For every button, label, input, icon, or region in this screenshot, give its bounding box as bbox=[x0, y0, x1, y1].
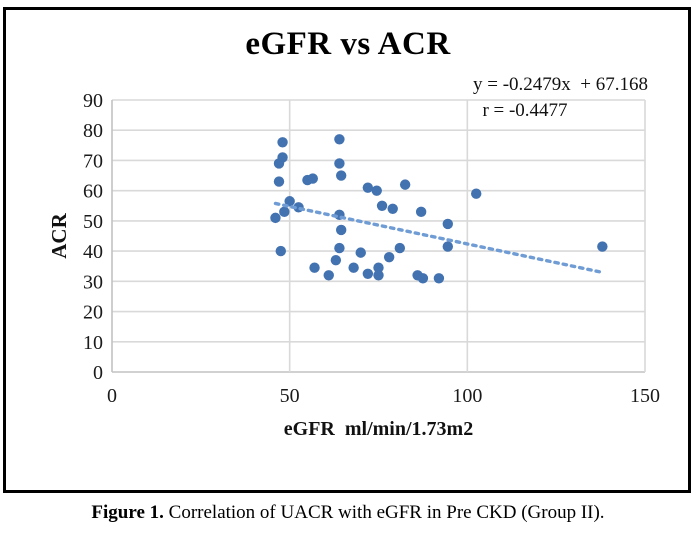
data-point bbox=[334, 158, 345, 169]
data-point bbox=[307, 173, 318, 184]
data-point bbox=[597, 241, 608, 252]
x-tick-label: 50 bbox=[280, 385, 300, 407]
y-axis-title: ACR bbox=[47, 213, 71, 259]
data-point bbox=[335, 170, 347, 181]
data-point bbox=[362, 268, 374, 279]
correlation-coefficient-label: r = -0.4477 bbox=[482, 100, 568, 121]
y-tick-label: 70 bbox=[83, 150, 103, 172]
y-tick-label: 90 bbox=[83, 90, 103, 112]
caption-text: Correlation of UACR with eGFR in Pre CKD… bbox=[163, 502, 605, 523]
data-point bbox=[348, 262, 359, 273]
data-point bbox=[417, 273, 429, 284]
trendline bbox=[273, 201, 606, 275]
data-point bbox=[394, 242, 406, 254]
data-point bbox=[323, 270, 334, 281]
data-point bbox=[387, 203, 398, 214]
y-tick-label: 10 bbox=[83, 332, 103, 354]
data-point bbox=[273, 158, 285, 169]
data-point bbox=[399, 179, 411, 190]
figure-caption: Figure 1. Correlation of UACR with eGFR … bbox=[0, 502, 696, 524]
data-point bbox=[362, 182, 374, 193]
data-point bbox=[415, 206, 427, 218]
data-point bbox=[334, 242, 345, 254]
figure-border bbox=[3, 7, 691, 493]
data-point bbox=[373, 270, 384, 281]
data-point bbox=[383, 251, 395, 263]
y-tick-label: 40 bbox=[83, 241, 103, 263]
caption-figure-number: Figure 1. bbox=[91, 502, 164, 523]
chart-title: eGFR vs ACR bbox=[245, 26, 451, 62]
y-tick-label: 50 bbox=[83, 211, 103, 233]
data-point bbox=[277, 137, 288, 148]
data-point bbox=[442, 241, 453, 252]
data-point bbox=[284, 196, 295, 207]
data-point bbox=[442, 218, 453, 230]
data-point bbox=[471, 188, 482, 199]
data-point bbox=[376, 200, 388, 211]
data-point bbox=[373, 262, 384, 273]
data-point bbox=[433, 273, 445, 284]
y-tick-label: 60 bbox=[83, 181, 103, 203]
data-point bbox=[270, 212, 281, 224]
data-point bbox=[371, 185, 382, 196]
data-point bbox=[335, 224, 347, 236]
scatter-plot: 0 10 20 30 40 50 60 70 80 90 0 50 100 150 bbox=[83, 90, 660, 407]
trendline-equation-label: y = -0.2479x + 67.168 bbox=[472, 74, 648, 95]
y-tick-label: 80 bbox=[83, 120, 103, 142]
data-point bbox=[275, 245, 286, 257]
data-point bbox=[279, 206, 290, 218]
data-point bbox=[309, 262, 320, 273]
data-point bbox=[273, 176, 285, 187]
x-tick-label: 150 bbox=[630, 385, 660, 407]
y-tick-label: 20 bbox=[83, 302, 103, 324]
data-point bbox=[330, 254, 342, 266]
x-axis-title: eGFR ml/min/1.73m2 bbox=[283, 418, 474, 440]
x-tick-label: 0 bbox=[107, 385, 117, 407]
y-tick-label: 30 bbox=[83, 271, 103, 293]
data-point bbox=[334, 134, 345, 145]
x-tick-label: 100 bbox=[452, 385, 482, 407]
data-point bbox=[355, 247, 366, 258]
y-tick-label: 0 bbox=[93, 362, 103, 384]
